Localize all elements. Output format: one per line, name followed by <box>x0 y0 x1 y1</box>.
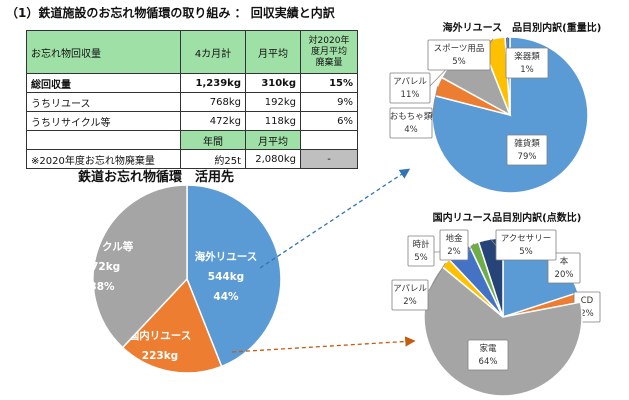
main-pie-label: 472kg <box>84 261 120 273</box>
overseas-pie-label-box <box>389 72 431 104</box>
overseas-pie-label: 79% <box>518 152 537 162</box>
domestic-pie-label: 2% <box>447 247 461 257</box>
main-pie-label: リサイクル等 <box>71 240 134 253</box>
subheader-monthly: 月平均 <box>245 130 301 150</box>
overseas-pie-label: 1% <box>520 65 534 75</box>
overseas-pie-label-box <box>506 134 548 166</box>
domestic-pie-label-box <box>391 279 429 311</box>
overseas-pie-label: 5% <box>452 57 466 67</box>
table-header-cell: 4カ月計 <box>180 30 246 74</box>
domestic-pie-label: 20% <box>555 270 574 280</box>
domestic-pie-label: 2% <box>403 297 417 307</box>
domestic-pie-label: 5% <box>414 253 428 263</box>
overseas-pie-label: スポーツ用品 <box>434 44 485 54</box>
arrow-domestic <box>231 336 416 353</box>
domestic-pie-label-box <box>547 252 581 284</box>
overseas-pie-label-box <box>427 39 491 71</box>
domestic-pie-label: CD <box>581 296 594 306</box>
overseas-pie-label: アパレル <box>393 77 427 87</box>
overseas-pie-label: 4% <box>404 125 418 135</box>
table-row: 総回収量 1,239kg 310kg 15% <box>26 73 358 93</box>
empty-cell <box>300 130 358 150</box>
main-pie-title: 鉄道お忘れ物循環 活用先 <box>78 170 235 185</box>
table-footer-row: ※2020年度お忘れ物廃棄量 約25t 2,080kg - <box>26 149 358 169</box>
table-header-cell: 月平均 <box>245 30 301 74</box>
main-pie-label: 海外リユース <box>195 250 257 263</box>
callout-leader <box>431 86 438 119</box>
domestic-pie-label: アクセサリー <box>501 234 552 244</box>
main-pie-label: 223kg <box>142 350 178 362</box>
domestic-pie-label: 64% <box>479 357 498 367</box>
main-pie-label: 38% <box>89 281 115 293</box>
main-pie-label: 44% <box>213 291 239 303</box>
domestic-pie-title: 国内リユース品目別内訳(点数比) <box>433 211 582 224</box>
domestic-pie-label-box <box>495 229 557 261</box>
footer-label: ※2020年度お忘れ物廃棄量 <box>26 149 181 169</box>
domestic-pie-label-box <box>439 229 469 261</box>
empty-cell <box>26 130 181 150</box>
domestic-pie-label-box <box>407 235 435 267</box>
overseas-pie-label: 11% <box>401 90 420 100</box>
pie-slice-main-2 <box>92 184 188 349</box>
footer-monthly: 2,080kg <box>245 149 301 169</box>
table-header-row: お忘れ物回収量 4カ月計 月平均 対2020年 度月平均 廃棄量 <box>26 30 358 74</box>
domestic-pie-label-box <box>467 339 509 371</box>
domestic-pie-label: アパレル <box>393 284 427 294</box>
pie-slice-main-1 <box>121 277 223 374</box>
main-pie-label: 18% <box>147 370 173 382</box>
subheader-annual: 年間 <box>180 130 246 150</box>
domestic-pie-label: 2% <box>580 309 594 319</box>
main-pie-label: 544kg <box>208 271 244 283</box>
page-title: （1）鉄道施設のお忘れ物循環の取り組み ： 回収実績と内訳 <box>6 6 335 20</box>
footer-ratio: - <box>300 149 358 169</box>
overseas-pie-title: 海外リユース 品目別内訳(重量比) <box>443 21 602 34</box>
domestic-pie-label: 家電 <box>479 343 497 354</box>
domestic-pie-label: 時計 <box>412 239 430 250</box>
overseas-pie-label-box <box>389 107 433 139</box>
table-subheader-row: 年間 月平均 <box>26 130 358 150</box>
overseas-pie-label: 雑貨類 <box>514 138 540 149</box>
overseas-pie-label-box <box>505 47 549 79</box>
main-pie-label: 国内リユース <box>129 329 191 342</box>
recovery-table: お忘れ物回収量 4カ月計 月平均 対2020年 度月平均 廃棄量 総回収量 1,23… <box>26 30 358 169</box>
header-line: 廃棄量 <box>315 57 343 68</box>
overseas-pie-label: おもちゃ類 <box>390 111 433 122</box>
domestic-pie-label: 本 <box>560 256 569 267</box>
domestic-pie-label: 5% <box>519 247 533 257</box>
arrow-overseas <box>259 168 411 269</box>
table-header-cell-multiline: 対2020年 度月平均 廃棄量 <box>300 30 358 74</box>
callout-leader <box>427 262 446 293</box>
overseas-pie-label: 楽器類 <box>514 51 540 62</box>
header-line: 対2020年 <box>308 35 350 46</box>
header-line: 度月平均 <box>310 46 347 57</box>
domestic-pie-label: 地金 <box>445 233 463 244</box>
pie-slice-main-0 <box>186 184 282 368</box>
